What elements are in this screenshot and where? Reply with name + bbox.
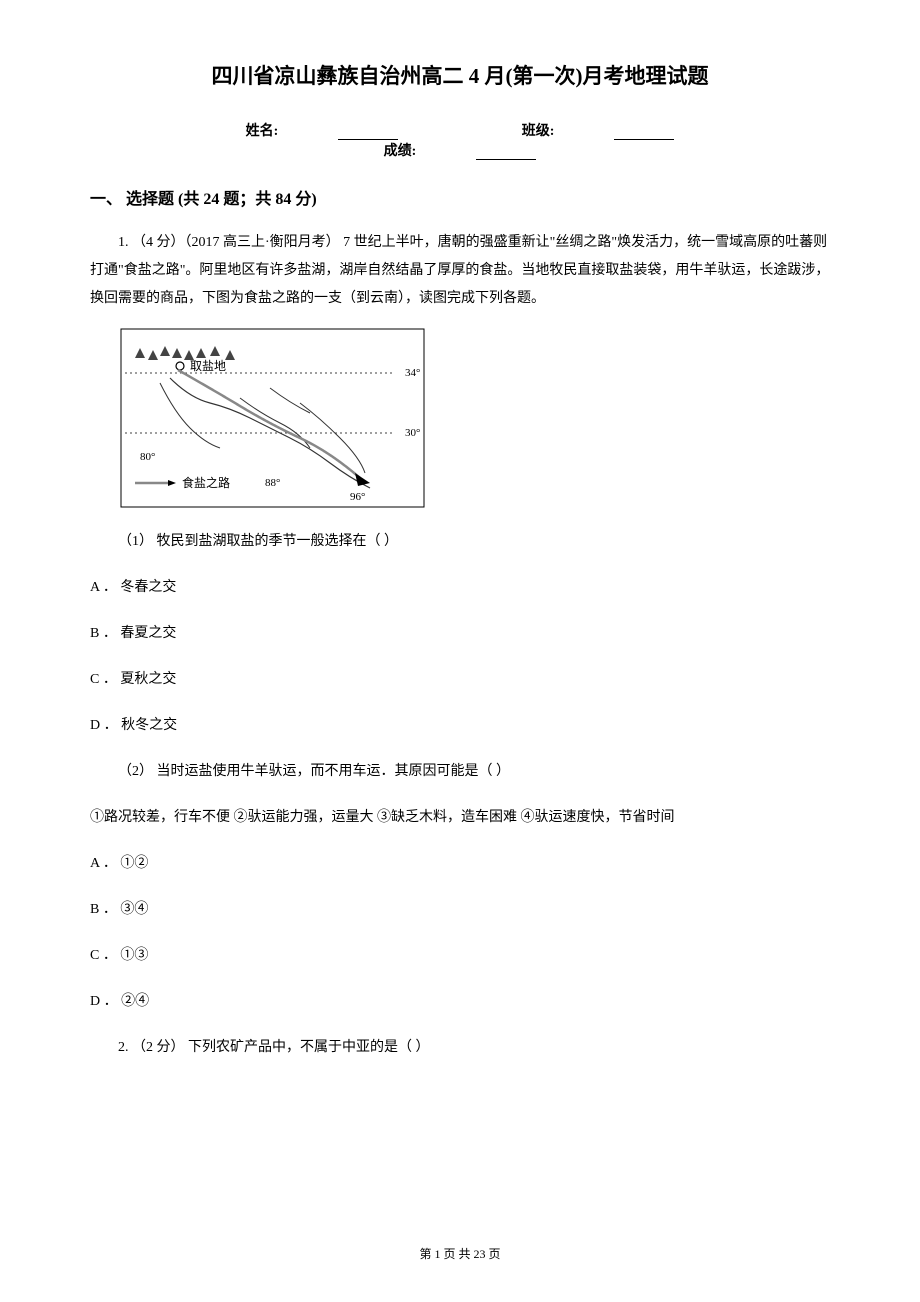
question-1-sub2: （2） 当时运盐使用牛羊驮运，而不用车运．其原因可能是（ ） — [90, 758, 830, 786]
q1-sub2-option-b: B ． ③④ — [90, 896, 830, 924]
name-field: 姓名: — [216, 120, 429, 140]
q1-sub2-option-c: C ． ①③ — [90, 942, 830, 970]
name-label: 姓名: — [246, 120, 279, 140]
q1-sub1-option-d: D ． 秋冬之交 — [90, 712, 830, 740]
legend-label: 食盐之路 — [182, 475, 230, 490]
q1-sub2-option-d: D ． ②④ — [90, 988, 830, 1016]
map-svg: 34° 30° 80° 88° 96° 取盐地 — [120, 328, 425, 508]
class-blank — [614, 126, 674, 140]
class-field: 班级: — [492, 120, 705, 140]
score-field: 成绩: — [354, 140, 567, 160]
score-blank — [476, 146, 536, 160]
salt-road-path — [178, 370, 360, 478]
student-info-row: 姓名: 班级: 成绩: — [90, 120, 830, 160]
river-5 — [300, 403, 365, 473]
question-1-sub1: （1） 牧民到盐湖取盐的季节一般选择在（ ） — [90, 528, 830, 556]
lat-34-label: 34° — [405, 367, 420, 379]
q1-sub1-option-c: C ． 夏秋之交 — [90, 666, 830, 694]
river-3 — [240, 398, 310, 448]
score-label: 成绩: — [384, 140, 417, 160]
class-label: 班级: — [522, 120, 555, 140]
q1-sub2-conditions: ①路况较差，行车不便 ②驮运能力强，运量大 ③缺乏木料，造车困难 ④驮运速度快，… — [90, 804, 830, 832]
lat-30-label: 30° — [405, 427, 420, 439]
section-header: 一、 选择题 (共 24 题；共 84 分) — [90, 185, 830, 209]
page-footer: 第 1 页 共 23 页 — [0, 1245, 920, 1262]
lon-80-label: 80° — [140, 451, 155, 463]
salt-road-map: 34° 30° 80° 88° 96° 取盐地 — [120, 328, 830, 508]
question-1-intro: 1. （4 分）（2017 高三上·衡阳月考） 7 世纪上半叶，唐朝的强盛重新让… — [90, 229, 830, 313]
q1-sub1-option-a: A ． 冬春之交 — [90, 574, 830, 602]
question-1: 1. （4 分）（2017 高三上·衡阳月考） 7 世纪上半叶，唐朝的强盛重新让… — [90, 229, 830, 1016]
road-arrow — [355, 473, 370, 486]
mountain-range — [135, 346, 235, 360]
river-2 — [160, 383, 220, 448]
question-2: 2. （2 分） 下列农矿产品中，不属于中亚的是（ ） — [90, 1034, 830, 1062]
salt-source-marker — [176, 362, 184, 370]
salt-source-label: 取盐地 — [190, 359, 226, 373]
legend-arrow — [168, 480, 176, 486]
q1-sub1-option-b: B ． 春夏之交 — [90, 620, 830, 648]
question-2-intro: 2. （2 分） 下列农矿产品中，不属于中亚的是（ ） — [90, 1034, 830, 1062]
name-blank — [338, 126, 398, 140]
q1-sub2-option-a: A ． ①② — [90, 850, 830, 878]
river-4 — [270, 388, 310, 413]
lon-96-label: 96° — [350, 491, 365, 503]
page-title: 四川省凉山彝族自治州高二 4 月(第一次)月考地理试题 — [90, 60, 830, 90]
lon-88-label: 88° — [265, 477, 280, 489]
